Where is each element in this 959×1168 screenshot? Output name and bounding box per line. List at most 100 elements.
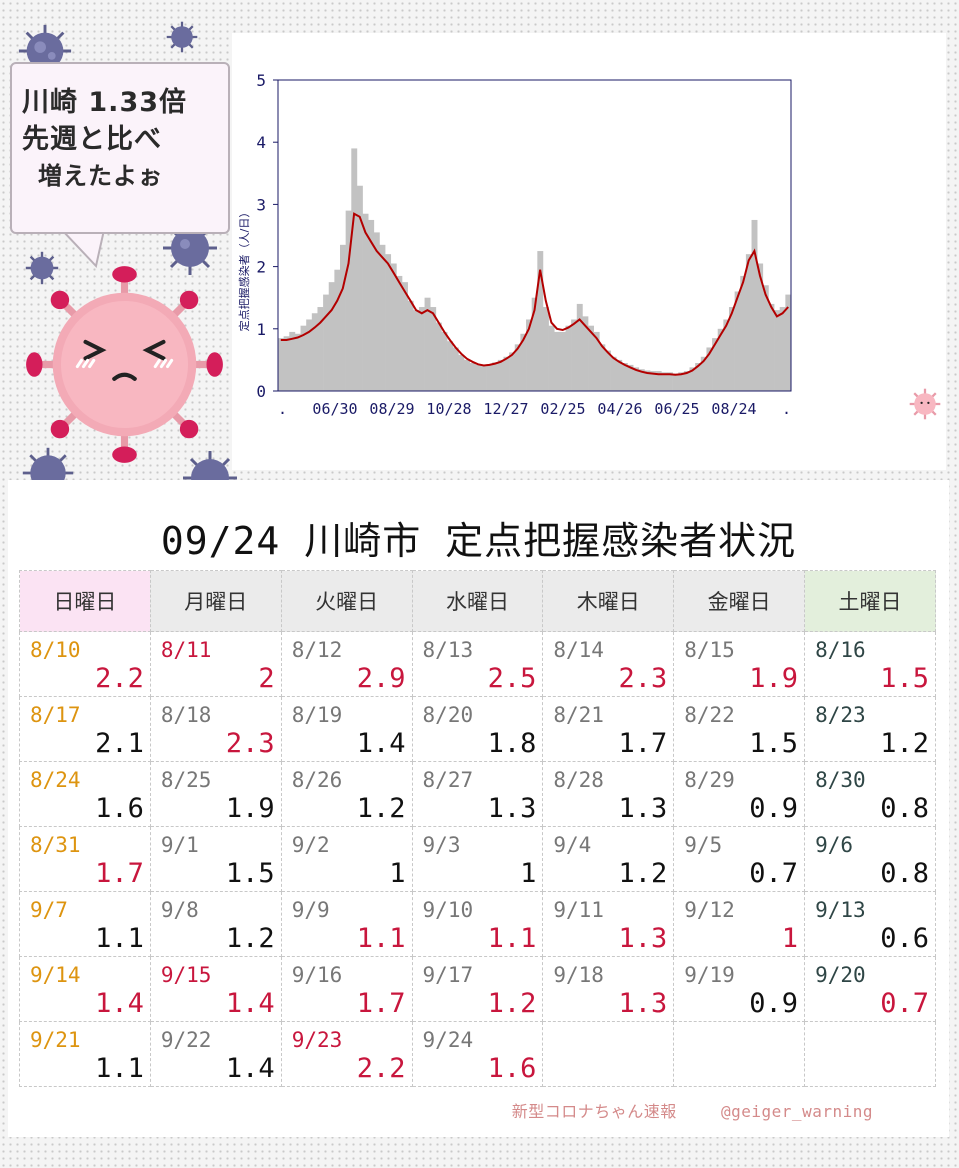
chart-bar xyxy=(379,244,386,391)
mini-virus-icon xyxy=(909,388,941,420)
chart-bar xyxy=(283,336,290,391)
day-value: 1.2 xyxy=(356,793,406,824)
chart-bar xyxy=(644,370,651,391)
x-tick-label: 06/25 xyxy=(654,400,699,418)
chart-bar xyxy=(565,325,572,391)
x-tick-label: 02/25 xyxy=(540,400,585,418)
y-tick-label: 2 xyxy=(256,258,266,277)
chart-bar xyxy=(610,356,617,391)
day-date: 9/14 xyxy=(30,963,81,987)
chart-bar xyxy=(542,307,549,391)
chart-bar xyxy=(452,347,459,391)
chart-bar xyxy=(430,307,437,391)
chart-bar xyxy=(768,303,775,391)
chart-bar xyxy=(486,364,493,391)
day-value: 1.3 xyxy=(618,923,668,954)
calendar-grid: 日曜日 月曜日 火曜日 水曜日 木曜日 金曜日 土曜日 8/10 2.2 8/11 2 8/12 2.… xyxy=(19,570,936,1087)
day-date: 9/4 xyxy=(553,833,592,857)
chart-bar xyxy=(475,364,482,391)
day-date: 8/30 xyxy=(815,768,866,792)
chart-bar xyxy=(627,364,634,391)
day-value: 1.2 xyxy=(880,728,929,759)
chart-bar xyxy=(480,366,487,391)
day-value: 1 xyxy=(389,858,406,889)
day-value: 0.8 xyxy=(880,858,929,889)
day-value: 1.5 xyxy=(880,663,929,694)
chart-bar xyxy=(734,291,741,391)
chart-bar xyxy=(464,359,470,391)
day-value: 1 xyxy=(781,923,799,954)
calendar-day-cell: 9/16 1.7 xyxy=(280,956,413,1022)
chart-bar xyxy=(604,350,611,391)
average-line xyxy=(280,212,789,376)
day-date: 8/21 xyxy=(553,703,604,727)
day-date: 8/14 xyxy=(553,638,604,662)
day-value: 1.1 xyxy=(487,923,537,954)
calendar-week-row: 8/24 1.6 8/25 1.9 8/26 1.2 8/27 1.3 8/28 1.3 8/29 0… xyxy=(19,761,936,827)
chart-bar xyxy=(762,285,769,391)
calendar-week-row: 8/17 2.1 8/18 2.3 8/19 1.4 8/20 1.8 8/21 1.7 8/22 1… xyxy=(19,696,936,762)
calendar-day-cell: 9/13 0.6 xyxy=(804,891,936,957)
calendar-day-cell: 9/21 1.1 xyxy=(19,1021,151,1087)
weekday-header: 日曜日 xyxy=(19,570,151,632)
day-date: 9/17 xyxy=(422,963,474,987)
calendar-day-cell: 9/4 1.2 xyxy=(542,826,675,892)
day-value: 1.1 xyxy=(356,923,406,954)
chart-bar xyxy=(340,244,346,391)
calendar-day-cell: 8/16 1.5 xyxy=(804,631,936,697)
calendar-day-cell: 9/17 1.2 xyxy=(411,956,544,1022)
chart-bar xyxy=(317,307,324,391)
day-date: 9/23 xyxy=(291,1028,343,1052)
x-tick-label: . xyxy=(278,400,287,418)
day-value: 1.4 xyxy=(95,988,144,1019)
calendar-day-cell: 8/20 1.8 xyxy=(411,696,544,762)
bubble-headline: 川崎 1.33倍 xyxy=(22,87,188,118)
chart-bar xyxy=(447,341,454,391)
day-date: 9/16 xyxy=(291,963,343,987)
chart-bar xyxy=(289,331,296,391)
day-value: 1.3 xyxy=(487,793,537,824)
calendar-day-cell: 9/14 1.4 xyxy=(19,956,151,1022)
calendar-day-cell: 8/15 1.9 xyxy=(673,631,806,697)
calendar-day-cell xyxy=(542,1021,675,1087)
day-date: 8/27 xyxy=(422,768,474,792)
calendar-day-cell: 9/10 1.1 xyxy=(411,891,544,957)
chart-bar xyxy=(441,331,448,391)
day-value: 1.2 xyxy=(225,923,275,954)
day-value: 1.3 xyxy=(618,793,668,824)
x-tick-label: 10/28 xyxy=(426,400,471,418)
chart-bar xyxy=(435,322,442,391)
day-date: 8/20 xyxy=(422,703,474,727)
calendar-day-cell: 9/8 1.2 xyxy=(149,891,282,957)
day-value: 2.3 xyxy=(225,728,275,759)
chart-bar xyxy=(323,294,330,391)
day-value: 1.1 xyxy=(95,1053,144,1084)
chart-bar xyxy=(300,325,307,391)
calendar-day-cell: 9/22 1.4 xyxy=(149,1021,282,1087)
chart-bar xyxy=(407,300,414,391)
day-value: 2.2 xyxy=(356,1053,406,1084)
chart-bar xyxy=(334,269,341,391)
chart-bar xyxy=(345,210,352,391)
day-date: 8/16 xyxy=(815,638,866,662)
chart-bar xyxy=(418,307,425,391)
calendar-day-cell: 9/12 1 xyxy=(673,891,806,957)
chart-bar xyxy=(723,319,730,391)
footer-handle: @geiger_warning xyxy=(721,1102,873,1121)
day-value: 2.1 xyxy=(95,728,144,759)
chart-bar xyxy=(492,362,499,391)
chart-bar xyxy=(616,359,623,391)
virus-mascot-icon xyxy=(26,266,223,463)
chart-bar xyxy=(328,282,335,391)
calendar-day-cell: 8/21 1.7 xyxy=(542,696,675,762)
chart-bar xyxy=(362,213,369,391)
chart-bar xyxy=(526,319,532,391)
calendar-day-cell xyxy=(804,1021,936,1087)
day-date: 9/5 xyxy=(684,833,723,857)
calendar-day-cell: 8/25 1.9 xyxy=(149,761,282,827)
day-date: 8/19 xyxy=(291,703,343,727)
chart-bar xyxy=(774,310,781,391)
calendar-day-cell: 8/12 2.9 xyxy=(280,631,413,697)
bubble-comparison: 先週と比べ xyxy=(22,124,162,155)
calendar-day-cell: 8/24 1.6 xyxy=(19,761,151,827)
